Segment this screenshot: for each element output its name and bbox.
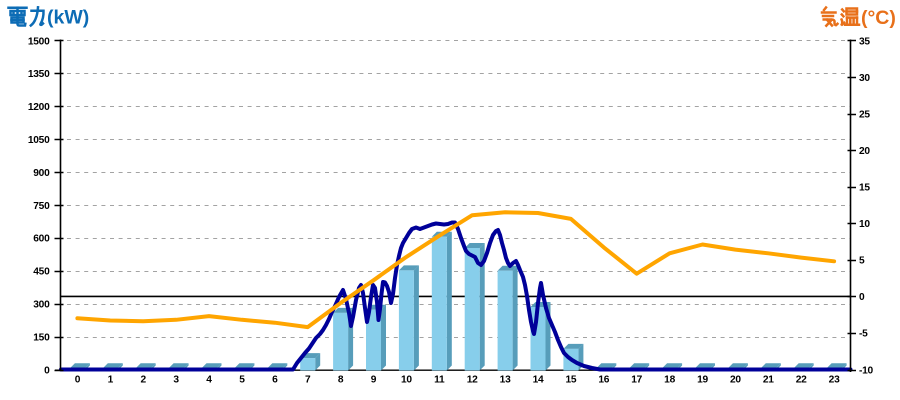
svg-text:150: 150 <box>33 332 50 343</box>
svg-text:30: 30 <box>859 73 870 84</box>
svg-text:6: 6 <box>272 375 278 386</box>
svg-text:17: 17 <box>631 375 642 386</box>
svg-text:13: 13 <box>500 375 511 386</box>
svg-text:9: 9 <box>371 375 377 386</box>
svg-text:10: 10 <box>401 375 412 386</box>
svg-text:15: 15 <box>565 375 576 386</box>
svg-text:0: 0 <box>44 365 50 376</box>
svg-text:600: 600 <box>33 234 50 245</box>
svg-text:900: 900 <box>33 168 50 179</box>
svg-text:7: 7 <box>305 375 311 386</box>
svg-text:1050: 1050 <box>28 135 50 146</box>
svg-text:18: 18 <box>664 375 675 386</box>
svg-text:5: 5 <box>859 256 865 267</box>
svg-text:(kW): (kW) <box>47 7 89 29</box>
svg-text:8: 8 <box>338 375 344 386</box>
svg-text:1500: 1500 <box>28 36 50 47</box>
svg-text:-5: -5 <box>859 329 868 340</box>
svg-text:20: 20 <box>859 146 870 157</box>
svg-text:1200: 1200 <box>28 102 50 113</box>
svg-text:15: 15 <box>859 183 870 194</box>
svg-text:25: 25 <box>859 109 870 120</box>
svg-text:5: 5 <box>239 375 245 386</box>
svg-text:0: 0 <box>75 375 81 386</box>
svg-text:1350: 1350 <box>28 69 50 80</box>
svg-text:22: 22 <box>796 375 807 386</box>
svg-text:11: 11 <box>434 375 445 386</box>
svg-text:35: 35 <box>859 36 870 47</box>
svg-text:750: 750 <box>33 201 50 212</box>
svg-text:23: 23 <box>829 375 840 386</box>
svg-text:2: 2 <box>140 375 146 386</box>
svg-text:19: 19 <box>697 375 708 386</box>
svg-text:12: 12 <box>467 375 478 386</box>
svg-text:10: 10 <box>859 219 870 230</box>
svg-text:(°C): (°C) <box>861 7 896 29</box>
svg-text:1: 1 <box>108 375 114 386</box>
svg-text:0: 0 <box>859 292 865 303</box>
svg-text:20: 20 <box>730 375 741 386</box>
svg-text:16: 16 <box>598 375 609 386</box>
svg-text:300: 300 <box>33 300 50 311</box>
svg-text:4: 4 <box>206 375 212 386</box>
svg-text:21: 21 <box>763 375 774 386</box>
svg-text:450: 450 <box>33 267 50 278</box>
svg-text:3: 3 <box>173 375 179 386</box>
svg-text:-10: -10 <box>859 365 874 376</box>
svg-text:14: 14 <box>533 375 544 386</box>
